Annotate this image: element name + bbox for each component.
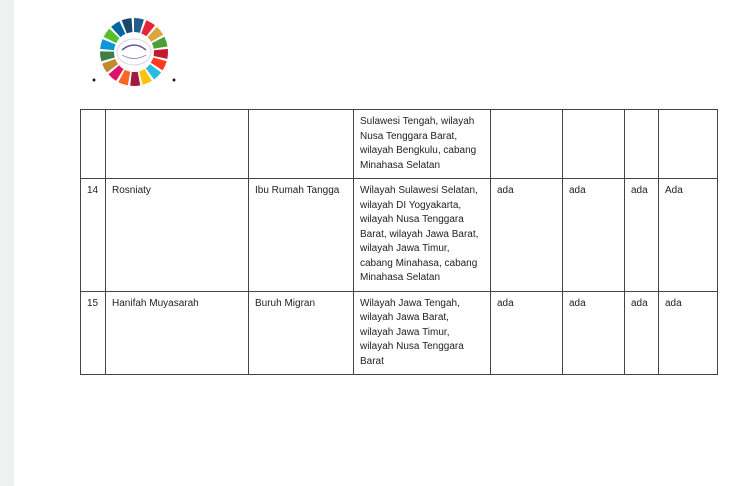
sdg-segment [111,21,126,38]
cell-c2 [562,109,625,179]
cell-c4: Ada [658,178,718,292]
cell-job [248,109,354,179]
cell-job: Ibu Rumah Tangga [248,178,354,292]
cell-c2: ada [562,290,625,375]
cell-c1: ada [490,178,563,292]
cell-job: Buruh Migran [248,290,354,375]
sdg-segment [153,48,169,59]
cell-name [105,109,249,179]
cell-area: Wilayah Sulawesi Selatan, wilayah DI Yog… [353,178,491,292]
sdg-segment [139,69,152,85]
sdg-segment [150,57,167,71]
cell-c3 [624,109,659,179]
cell-no: 14 [80,178,106,292]
sdg-segment [118,69,131,86]
cell-c1: ada [490,290,563,375]
cell-area: Wilayah Jawa Tengah, wilayah Jawa Barat,… [353,290,491,375]
sdg-segment [145,64,162,80]
sdg-segment [141,20,155,37]
cell-name: Hanifah Muyasarah [105,290,249,375]
festival-logo [92,18,176,86]
cell-c1 [490,109,563,179]
cell-c3: ada [624,290,659,375]
sdg-segment [100,39,116,51]
sdg-segment [102,58,118,73]
cell-no: 15 [80,290,106,375]
cell-c4: ada [658,290,718,375]
table-row: 15 Hanifah Muyasarah Buruh Migran Wilayah J… [80,290,718,375]
sdg-segment [103,28,120,44]
participants-table: Sulawesi Tengah, wilayah Nusa Tenggara B… [80,109,718,375]
sdg-segment [151,36,168,49]
cell-c2: ada [562,178,625,292]
cell-c4 [658,109,718,179]
cell-no [80,109,106,179]
cell-name: Rosniaty [105,178,249,292]
cell-area: Sulawesi Tengah, wilayah Nusa Tenggara B… [353,109,491,179]
sdg-segment [108,65,124,81]
table-row: 14 Rosniaty Ibu Rumah Tangga Wilayah Sulawe… [80,178,718,292]
table-row: Sulawesi Tengah, wilayah Nusa Tenggara B… [80,109,718,179]
viewer-margin [0,0,14,486]
sdg-segment [130,71,141,86]
sdg-segment [121,18,133,34]
cell-c3: ada [624,178,659,292]
sdg-segment [134,18,144,33]
sdg-segment [99,51,115,62]
sdg-segment [147,26,164,42]
